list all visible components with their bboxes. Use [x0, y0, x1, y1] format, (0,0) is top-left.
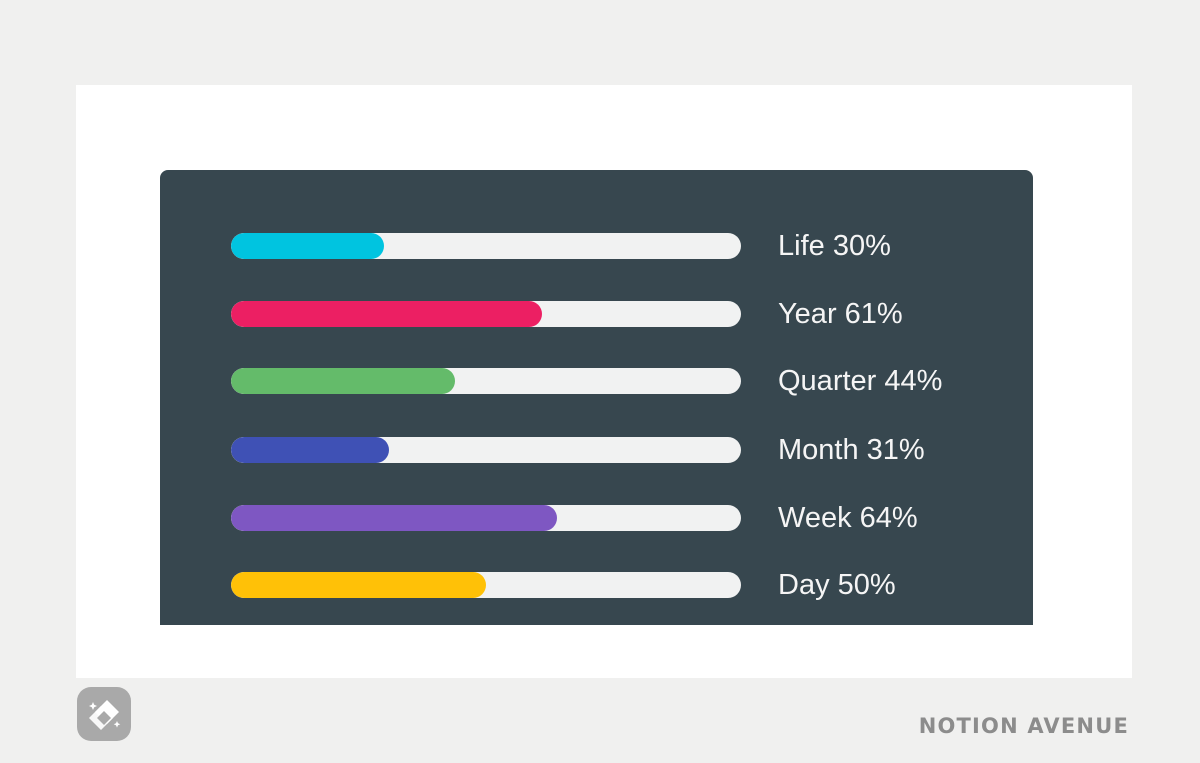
progress-label-year: Year 61%	[778, 298, 903, 330]
progress-fill-quarter	[231, 368, 456, 394]
progress-fill-week	[231, 505, 558, 531]
progress-fill-month	[231, 437, 390, 463]
brand-name: NOTION AVENUE	[918, 714, 1129, 738]
progress-row-day: Day 50%	[231, 569, 991, 601]
progress-track	[231, 437, 741, 463]
progress-track	[231, 572, 741, 598]
progress-row-life: Life 30%	[231, 230, 991, 262]
progress-row-quarter: Quarter 44%	[231, 365, 991, 397]
content-card: Life 30% Year 61% Quarter 44% Month 31%	[76, 85, 1132, 678]
progress-track	[231, 233, 741, 259]
progress-row-year: Year 61%	[231, 298, 991, 330]
progress-label-week: Week 64%	[778, 502, 918, 534]
progress-label-month: Month 31%	[778, 434, 925, 466]
progress-track	[231, 505, 741, 531]
progress-widget: Life 30% Year 61% Quarter 44% Month 31%	[160, 170, 1033, 625]
progress-row-week: Week 64%	[231, 502, 991, 534]
progress-fill-life	[231, 233, 384, 259]
progress-fill-day	[231, 572, 486, 598]
progress-track	[231, 301, 741, 327]
progress-label-life: Life 30%	[778, 230, 891, 262]
progress-fill-year	[231, 301, 543, 327]
notion-avenue-logo-icon	[77, 687, 131, 741]
progress-track	[231, 368, 741, 394]
progress-label-day: Day 50%	[778, 569, 896, 601]
progress-row-month: Month 31%	[231, 434, 991, 466]
progress-label-quarter: Quarter 44%	[778, 365, 943, 397]
